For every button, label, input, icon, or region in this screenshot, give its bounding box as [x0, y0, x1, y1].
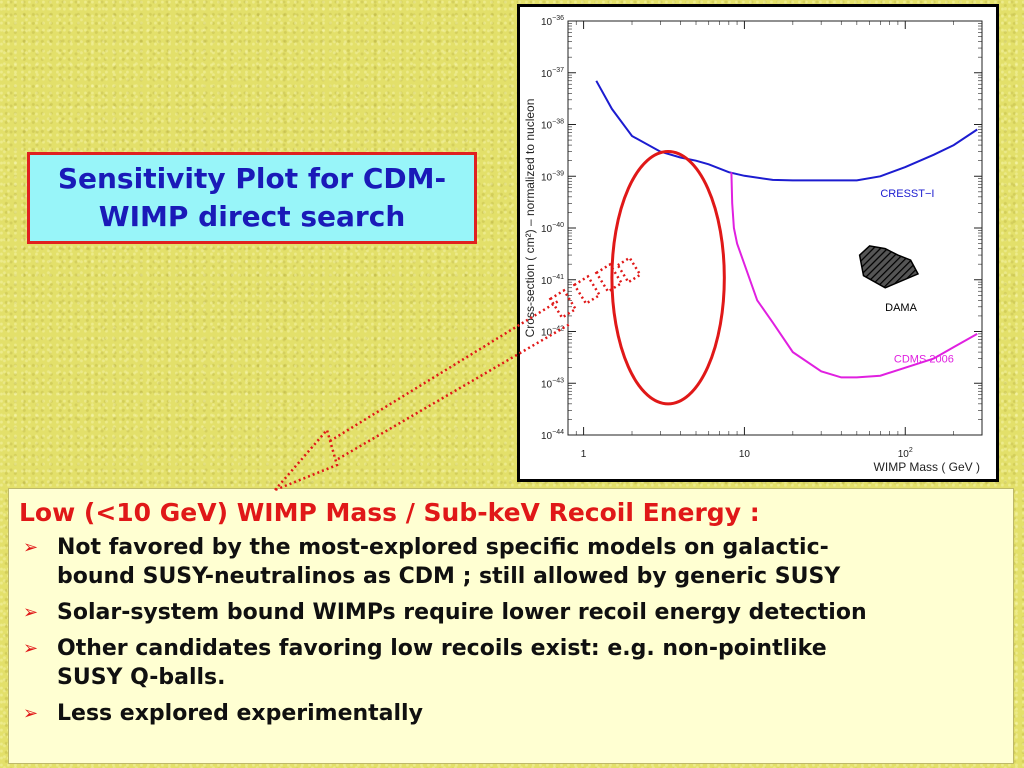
- sensitivity-plot: 10−36 10−37 10−38 10−39 10−40 10−41 10−42 10−43…: [523, 15, 983, 474]
- bullet-text-line: Not favored by the most-explored specifi…: [57, 535, 829, 560]
- annotation-label: CDMS 2006: [894, 354, 954, 366]
- bullet-text-line: SUSY Q-balls.: [57, 665, 226, 690]
- title-box: Sensitivity Plot for CDM- WIMP direct se…: [27, 152, 477, 244]
- low-mass-highlight-ellipse: [610, 150, 726, 406]
- bullet-item: ➢ Solar-system bound WIMPs require lower…: [19, 598, 999, 627]
- title-line-2: WIMP direct search: [98, 200, 406, 233]
- sensitivity-plot-frame: 10−36 10−37 10−38 10−39 10−40 10−41 10−42 10−43…: [517, 4, 999, 482]
- y-tick-label: 10−39: [541, 170, 564, 183]
- arrowhead-bullet-icon: ➢: [23, 703, 39, 724]
- x-tick-label: 10: [739, 449, 751, 460]
- conclusion-box: Low (<10 GeV) WIMP Mass / Sub-keV Recoil…: [8, 488, 1014, 764]
- bullet-text-line: Solar-system bound WIMPs require lower r…: [57, 600, 867, 625]
- y-tick-label: 10−42: [541, 326, 564, 339]
- y-tick-label: 10−41: [541, 274, 564, 287]
- arrowhead-bullet-icon: ➢: [23, 602, 39, 623]
- annotation-label: DAMA: [885, 302, 917, 314]
- x-tick-label: 1: [581, 449, 587, 460]
- low-mass-heading: Low (<10 GeV) WIMP Mass / Sub-keV Recoil…: [19, 498, 760, 527]
- arrowhead-bullet-icon: ➢: [23, 537, 39, 558]
- bullet-item: ➢ Not favored by the most-explored speci…: [19, 533, 999, 591]
- bullet-list: ➢ Not favored by the most-explored speci…: [19, 533, 999, 728]
- arrowhead-bullet-icon: ➢: [23, 638, 39, 659]
- y-tick-label: 10−43: [541, 377, 564, 390]
- y-tick-label: 10−36: [541, 15, 564, 28]
- annotation-label: CRESST−I: [880, 188, 934, 200]
- title-line-1: Sensitivity Plot for CDM-: [57, 162, 447, 195]
- series-line-cresst-i: [595, 80, 978, 182]
- bullet-text-line: Less explored experimentally: [57, 701, 423, 726]
- bullet-text-line: bound SUSY-neutralinos as CDM ; still al…: [57, 564, 841, 589]
- x-tick-label: 102: [898, 447, 913, 460]
- y-tick-label: 10−38: [541, 119, 564, 132]
- x-axis-label: WIMP Mass ( GeV ): [874, 460, 980, 474]
- y-tick-label: 10−40: [541, 222, 564, 235]
- bullet-text-line: Other candidates favoring low recoils ex…: [57, 636, 827, 661]
- y-tick-label: 10−44: [541, 429, 564, 442]
- y-tick-label: 10−37: [541, 67, 564, 80]
- bullet-item: ➢ Other candidates favoring low recoils …: [19, 634, 999, 692]
- dama-region: [858, 245, 920, 289]
- bullet-item: ➢ Less explored experimentally: [19, 699, 999, 728]
- y-axis-label: Cross-section ( cm²) – normalized to nuc…: [523, 99, 537, 338]
- series-line-cdms-2006: [730, 172, 978, 379]
